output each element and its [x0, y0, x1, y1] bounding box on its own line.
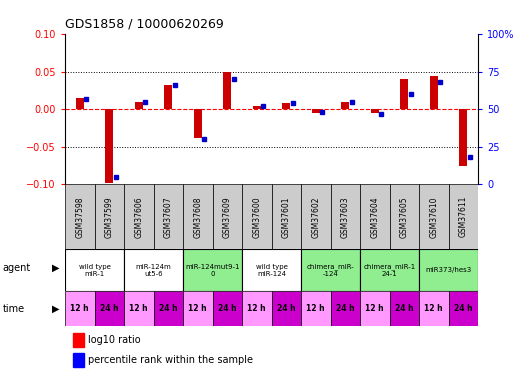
Bar [65, 184, 95, 249]
Bar [242, 249, 301, 291]
Text: log10 ratio: log10 ratio [88, 335, 140, 345]
Text: wild type
miR-124: wild type miR-124 [256, 264, 287, 277]
Bar [124, 249, 183, 291]
Bar [331, 184, 360, 249]
Text: 12 h: 12 h [365, 304, 384, 313]
Bar [65, 291, 95, 326]
Text: GSM37600: GSM37600 [252, 196, 261, 238]
Bar [360, 291, 390, 326]
Text: time: time [3, 304, 25, 314]
Bar [154, 184, 183, 249]
Bar [448, 184, 478, 249]
Text: GSM37605: GSM37605 [400, 196, 409, 238]
Text: ▶: ▶ [52, 263, 60, 273]
Bar [419, 291, 448, 326]
Bar [459, 109, 467, 165]
Bar [212, 184, 242, 249]
Bar [73, 333, 83, 346]
Bar [135, 102, 143, 109]
Text: GSM37599: GSM37599 [105, 196, 114, 238]
Bar [212, 291, 242, 326]
Text: miR-124mut9-1
0: miR-124mut9-1 0 [185, 264, 240, 277]
Bar [183, 249, 242, 291]
Text: 24 h: 24 h [218, 304, 237, 313]
Text: 24 h: 24 h [395, 304, 413, 313]
Bar [430, 75, 438, 109]
Text: GSM37603: GSM37603 [341, 196, 350, 238]
Text: GSM37604: GSM37604 [370, 196, 379, 238]
Text: 12 h: 12 h [129, 304, 148, 313]
Text: 24 h: 24 h [454, 304, 473, 313]
Text: 12 h: 12 h [70, 304, 89, 313]
Text: miR373/hes3: miR373/hes3 [426, 267, 472, 273]
Bar [301, 291, 331, 326]
Text: 12 h: 12 h [188, 304, 207, 313]
Bar [223, 72, 231, 109]
Bar [271, 291, 301, 326]
Bar [331, 291, 360, 326]
Bar [419, 184, 448, 249]
Text: GSM37601: GSM37601 [282, 196, 291, 237]
Text: miR-124m
ut5-6: miR-124m ut5-6 [136, 264, 172, 277]
Bar [252, 105, 261, 109]
Bar [154, 291, 183, 326]
Bar [95, 291, 124, 326]
Text: GSM37609: GSM37609 [223, 196, 232, 238]
Bar [419, 249, 478, 291]
Text: wild type
miR-1: wild type miR-1 [79, 264, 110, 277]
Bar [95, 184, 124, 249]
Bar [164, 84, 172, 109]
Text: GSM37611: GSM37611 [459, 196, 468, 237]
Bar [301, 249, 360, 291]
Text: GSM37606: GSM37606 [134, 196, 143, 238]
Bar [76, 98, 84, 109]
Text: 12 h: 12 h [306, 304, 325, 313]
Bar [448, 291, 478, 326]
Bar [124, 184, 154, 249]
Text: GSM37598: GSM37598 [76, 196, 84, 237]
Bar [183, 184, 212, 249]
Bar [390, 291, 419, 326]
Bar [73, 353, 83, 367]
Text: 24 h: 24 h [277, 304, 296, 313]
Bar [390, 184, 419, 249]
Text: GSM37602: GSM37602 [311, 196, 320, 237]
Bar [360, 184, 390, 249]
Text: GSM37610: GSM37610 [429, 196, 438, 237]
Text: ▶: ▶ [52, 304, 60, 314]
Text: chimera_miR-
-124: chimera_miR- -124 [307, 263, 354, 277]
Bar [341, 102, 350, 109]
Text: GSM37607: GSM37607 [164, 196, 173, 238]
Text: 24 h: 24 h [100, 304, 119, 313]
Text: chimera_miR-1
24-1: chimera_miR-1 24-1 [363, 263, 416, 277]
Text: percentile rank within the sample: percentile rank within the sample [88, 355, 253, 365]
Bar [282, 103, 290, 109]
Bar [183, 291, 212, 326]
Text: GDS1858 / 10000620269: GDS1858 / 10000620269 [65, 18, 224, 30]
Bar [271, 184, 301, 249]
Bar [360, 249, 419, 291]
Bar [301, 184, 331, 249]
Text: GSM37608: GSM37608 [193, 196, 202, 237]
Bar [105, 109, 114, 183]
Bar [400, 79, 408, 109]
Bar [194, 109, 202, 138]
Text: 24 h: 24 h [159, 304, 177, 313]
Bar [242, 184, 271, 249]
Bar [312, 109, 320, 113]
Bar [371, 109, 379, 113]
Text: 12 h: 12 h [248, 304, 266, 313]
Bar [65, 249, 124, 291]
Bar [242, 291, 271, 326]
Text: agent: agent [3, 263, 31, 273]
Bar [124, 291, 154, 326]
Text: 12 h: 12 h [425, 304, 443, 313]
Text: 24 h: 24 h [336, 304, 355, 313]
